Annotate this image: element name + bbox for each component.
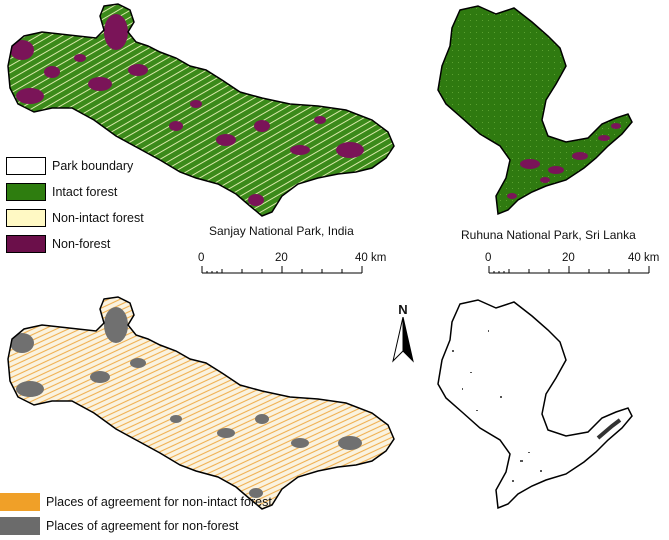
scalebar-left (201, 266, 363, 274)
legend-label: Non-forest (52, 237, 111, 251)
scalebar-right (488, 266, 650, 274)
scale-label-0-left: 0 (198, 252, 205, 264)
sanjay-agreement-map (7, 296, 395, 510)
legend-swatch (0, 493, 40, 511)
legend-swatch (6, 235, 46, 253)
agreement-legend: Places of agreement for non-intact fores… (0, 492, 272, 540)
legend-item-agreement-non-forest: Places of agreement for non-forest (0, 516, 272, 536)
scale-label-40-right: 40 km (628, 252, 660, 264)
legend-item-park-boundary: Park boundary (6, 156, 144, 176)
legend-swatch (0, 517, 40, 535)
legend-label: Park boundary (52, 159, 134, 173)
legend-item-non-intact-forest: Non-intact forest (6, 208, 144, 228)
ruhuna-agreement-map (437, 299, 633, 510)
sanjay-classification-map (7, 3, 395, 217)
caption-ruhuna: Ruhuna National Park, Sri Lanka (461, 228, 636, 242)
legend-item-agreement-non-intact: Places of agreement for non-intact fores… (0, 492, 272, 512)
classification-legend: Park boundary Intact forest Non-intact f… (6, 156, 144, 260)
north-arrow-icon (392, 316, 414, 363)
caption-sanjay: Sanjay National Park, India (209, 224, 354, 238)
legend-label: Places of agreement for non-intact fores… (46, 495, 272, 509)
scale-label-0-right: 0 (485, 252, 492, 264)
scale-label-40-left: 40 km (355, 252, 387, 264)
legend-item-intact-forest: Intact forest (6, 182, 144, 202)
ruhuna-classification-map (437, 5, 633, 216)
north-label: N (398, 302, 408, 317)
legend-label: Intact forest (52, 185, 118, 199)
north-arrow: N (389, 302, 417, 368)
legend-swatch (6, 209, 46, 227)
legend-label: Non-intact forest (52, 211, 144, 225)
legend-swatch (6, 157, 46, 175)
legend-item-non-forest: Non-forest (6, 234, 144, 254)
legend-label: Places of agreement for non-forest (46, 519, 239, 533)
scale-label-20-left: 20 (275, 252, 288, 264)
scale-label-20-right: 20 (562, 252, 575, 264)
legend-swatch (6, 183, 46, 201)
